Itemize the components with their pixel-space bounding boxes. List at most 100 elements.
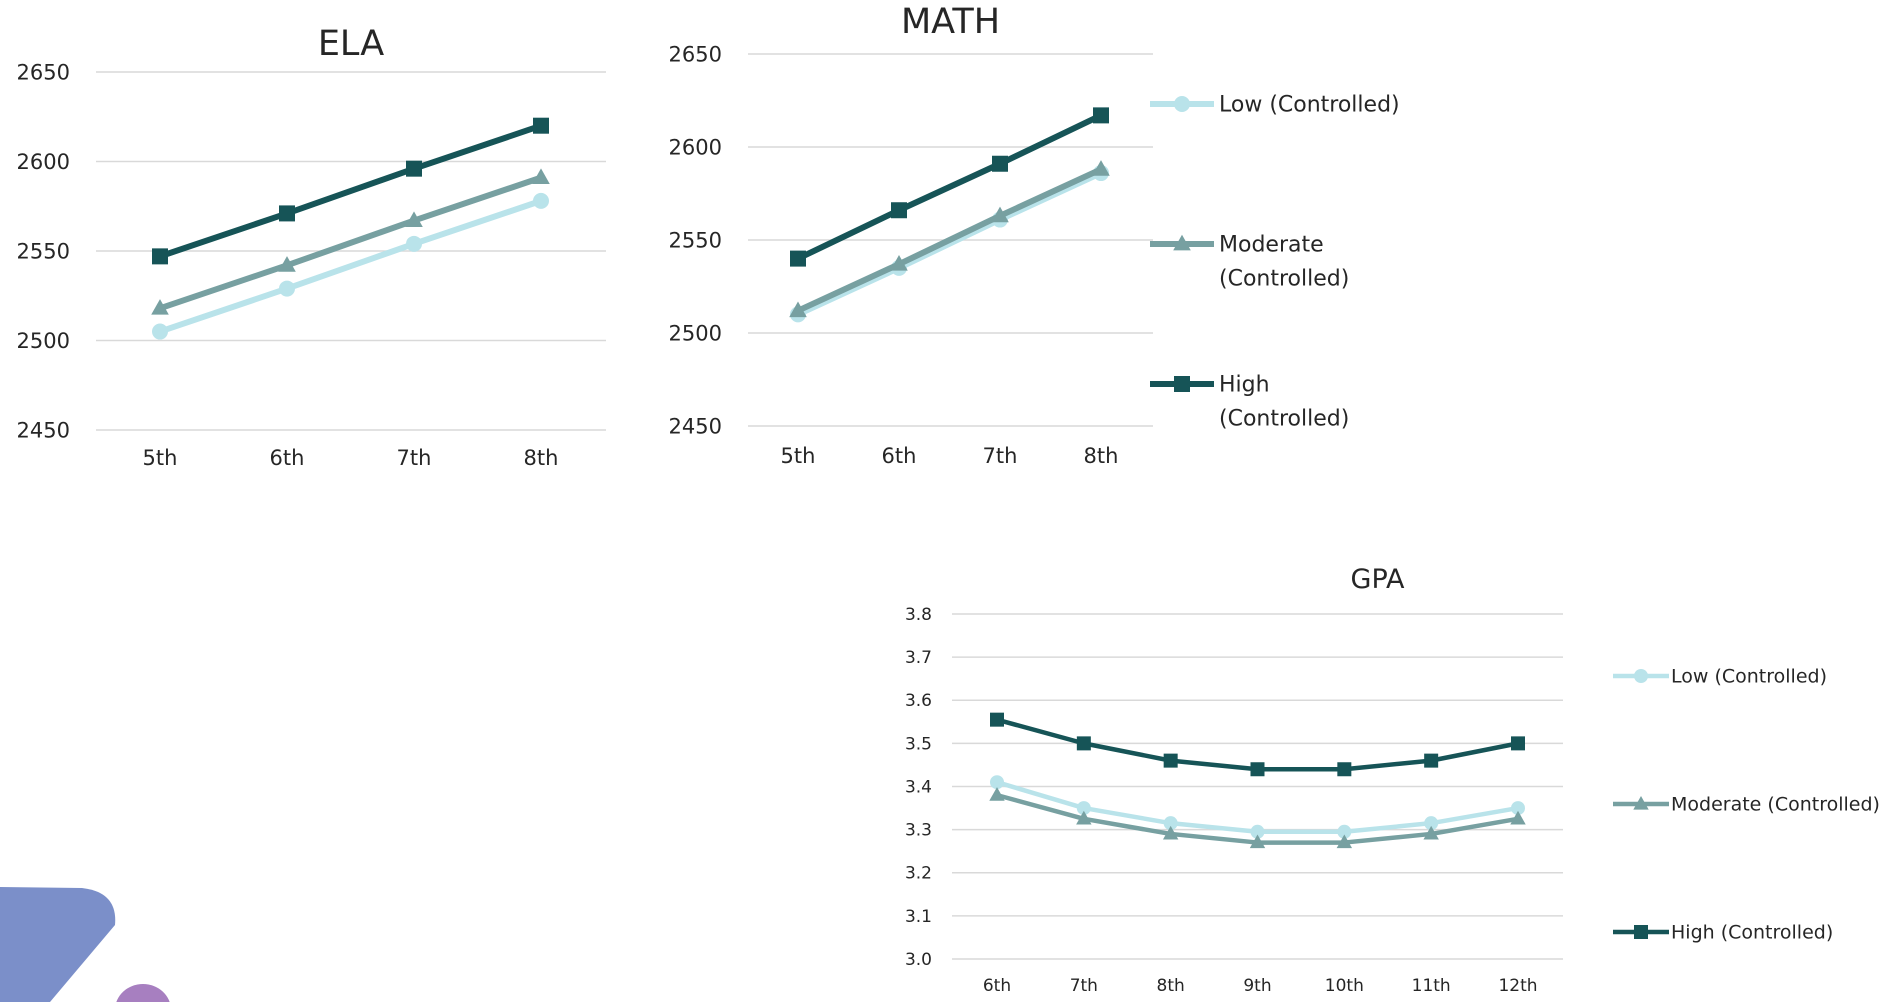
legend-label: Moderate (Controlled) <box>1671 794 1880 816</box>
data-point <box>1093 107 1109 124</box>
legend-marker <box>1634 669 1648 683</box>
series-line <box>994 779 1521 835</box>
data-point <box>991 206 1009 223</box>
math-chart: MATH 2450 2500 2550 2600 2650 5th 6th 7th 8th Low … <box>669 2 1400 468</box>
legend-marker <box>1174 96 1190 112</box>
gpa-chart: GPA 3.0 3.1 3.2 3.3 3.4 3.5 3.6 3.7 3.8 6th 7th 8th 9… <box>905 564 1880 996</box>
y-tick-label: 2650 <box>17 60 70 84</box>
series-line <box>157 122 544 260</box>
x-tick-label: 11th <box>1412 976 1451 996</box>
data-point <box>891 202 907 219</box>
chart-title: GPA <box>1351 564 1405 595</box>
data-point <box>532 168 550 185</box>
decorative-purple-shape <box>116 984 170 1002</box>
data-point <box>992 155 1008 172</box>
chart-title: ELA <box>318 24 384 64</box>
y-tick-label: 2500 <box>669 321 722 345</box>
data-point <box>1424 816 1439 831</box>
data-point <box>1337 762 1352 777</box>
data-point <box>1424 753 1439 768</box>
x-tick-label: 6th <box>270 446 305 470</box>
ela-chart: ELA 2450 2500 2550 2600 2650 5th 6th 7th 8th <box>17 24 606 470</box>
x-tick-label: 7th <box>983 444 1018 468</box>
data-point <box>406 160 422 177</box>
data-point <box>1076 801 1091 816</box>
y-tick-label: 3.0 <box>905 950 932 970</box>
legend-label: Low (Controlled) <box>1671 666 1827 688</box>
data-point <box>152 248 168 265</box>
y-tick-label: 2550 <box>669 228 722 252</box>
data-point <box>533 192 549 209</box>
data-point <box>990 712 1004 727</box>
series-line <box>994 717 1521 772</box>
data-point <box>890 254 908 271</box>
legend-marker <box>1634 925 1648 939</box>
legend-label: (Controlled) <box>1219 407 1349 432</box>
data-point <box>1337 824 1352 839</box>
y-tick-label: 2550 <box>17 239 70 263</box>
y-tick-label: 2600 <box>669 135 722 159</box>
data-point <box>1511 801 1525 816</box>
x-tick-label: 8th <box>1084 444 1119 468</box>
series-line <box>795 170 1104 318</box>
y-tick-label: 2500 <box>17 329 70 353</box>
data-point <box>278 256 296 272</box>
x-tick-label: 9th <box>1243 976 1271 996</box>
data-point <box>533 117 549 134</box>
data-point <box>1162 825 1179 840</box>
data-point <box>405 211 423 227</box>
y-tick-label: 3.7 <box>905 648 932 668</box>
data-point <box>151 299 169 315</box>
x-tick-label: 6th <box>882 444 917 468</box>
y-tick-label: 2650 <box>669 42 722 66</box>
x-tick-label: 6th <box>983 976 1011 996</box>
legend-label: High <box>1219 373 1270 398</box>
legend-marker <box>1174 376 1190 392</box>
x-tick-label: 12th <box>1498 976 1537 996</box>
data-point <box>1163 753 1178 768</box>
legend: Low (Controlled) Moderate (Controlled) High… <box>1150 93 1400 432</box>
data-point <box>1076 736 1091 751</box>
data-point <box>279 280 295 297</box>
data-point <box>1250 824 1265 839</box>
y-tick-label: 3.4 <box>905 777 932 797</box>
x-tick-label: 10th <box>1325 976 1364 996</box>
y-tick-label: 3.1 <box>905 907 932 927</box>
series-line <box>795 112 1104 262</box>
chart-title: MATH <box>901 2 1000 42</box>
x-tick-label: 7th <box>397 446 432 470</box>
x-tick-label: 7th <box>1070 976 1098 996</box>
data-point <box>1163 816 1178 831</box>
data-point <box>1510 810 1526 825</box>
data-point <box>152 323 168 340</box>
legend-label: Low (Controlled) <box>1219 93 1400 118</box>
y-tick-label: 2450 <box>17 418 70 442</box>
x-tick-label: 5th <box>143 446 178 470</box>
y-tick-label: 3.2 <box>905 864 932 884</box>
y-tick-label: 3.3 <box>905 821 932 841</box>
data-point <box>1423 825 1439 840</box>
legend-label: Moderate <box>1219 233 1324 258</box>
y-tick-label: 3.5 <box>905 734 932 754</box>
data-point <box>406 235 422 252</box>
y-tick-label: 3.8 <box>905 605 932 625</box>
legend-marker <box>1173 234 1191 251</box>
data-point <box>1249 834 1266 849</box>
y-tick-label: 3.6 <box>905 691 932 711</box>
data-point <box>989 787 1005 801</box>
x-tick-label: 8th <box>1157 976 1185 996</box>
data-point <box>279 205 295 222</box>
data-point <box>1092 160 1110 176</box>
data-point <box>1076 810 1092 825</box>
data-point <box>990 775 1004 790</box>
series-line <box>157 174 544 312</box>
legend: Low (Controlled) Moderate (Controlled) Hig… <box>1613 666 1880 944</box>
data-point <box>1336 834 1353 849</box>
decorative-blue-shape <box>0 887 116 1002</box>
data-point <box>1511 736 1525 751</box>
legend-label: High (Controlled) <box>1671 922 1833 944</box>
x-tick-label: 8th <box>524 446 559 470</box>
data-point <box>789 301 807 318</box>
legend-marker <box>1633 795 1649 810</box>
